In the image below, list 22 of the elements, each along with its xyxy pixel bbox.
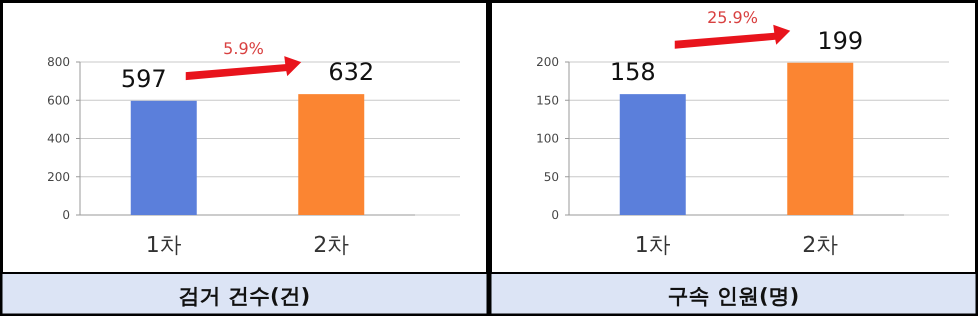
data-label: 597 <box>120 64 167 93</box>
y-tick-label: 200 <box>536 55 559 69</box>
x-tick-label: 2차 <box>802 233 838 258</box>
x-tick-label: 1차 <box>146 233 182 258</box>
x-tick-label: 2차 <box>313 233 350 258</box>
y-tick-label: 50 <box>544 170 559 184</box>
x-axis-title: 검거 건수(건) <box>178 284 310 308</box>
y-tick-label: 400 <box>47 132 70 146</box>
y-tick-label: 150 <box>536 93 559 108</box>
data-label: 632 <box>328 58 374 86</box>
y-tick-label: 800 <box>47 55 70 69</box>
y-tick-label: 0 <box>551 208 559 222</box>
y-tick-label: 600 <box>47 93 70 108</box>
y-tick-label: 0 <box>62 208 70 222</box>
data-label: 158 <box>610 58 656 86</box>
y-tick-label: 200 <box>47 170 70 184</box>
text: 25.9% <box>707 8 758 27</box>
y-tick-label: 100 <box>536 132 559 146</box>
x-axis-title: 구속 인원(명) <box>668 284 800 308</box>
text: 5.9% <box>223 39 264 58</box>
data-label: 199 <box>817 26 864 55</box>
x-tick-label: 1차 <box>634 233 671 258</box>
